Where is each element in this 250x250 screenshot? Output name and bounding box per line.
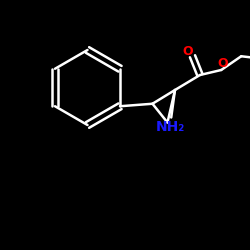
Text: O: O — [183, 45, 193, 58]
Text: NH₂: NH₂ — [155, 120, 184, 134]
Text: O: O — [217, 57, 228, 70]
